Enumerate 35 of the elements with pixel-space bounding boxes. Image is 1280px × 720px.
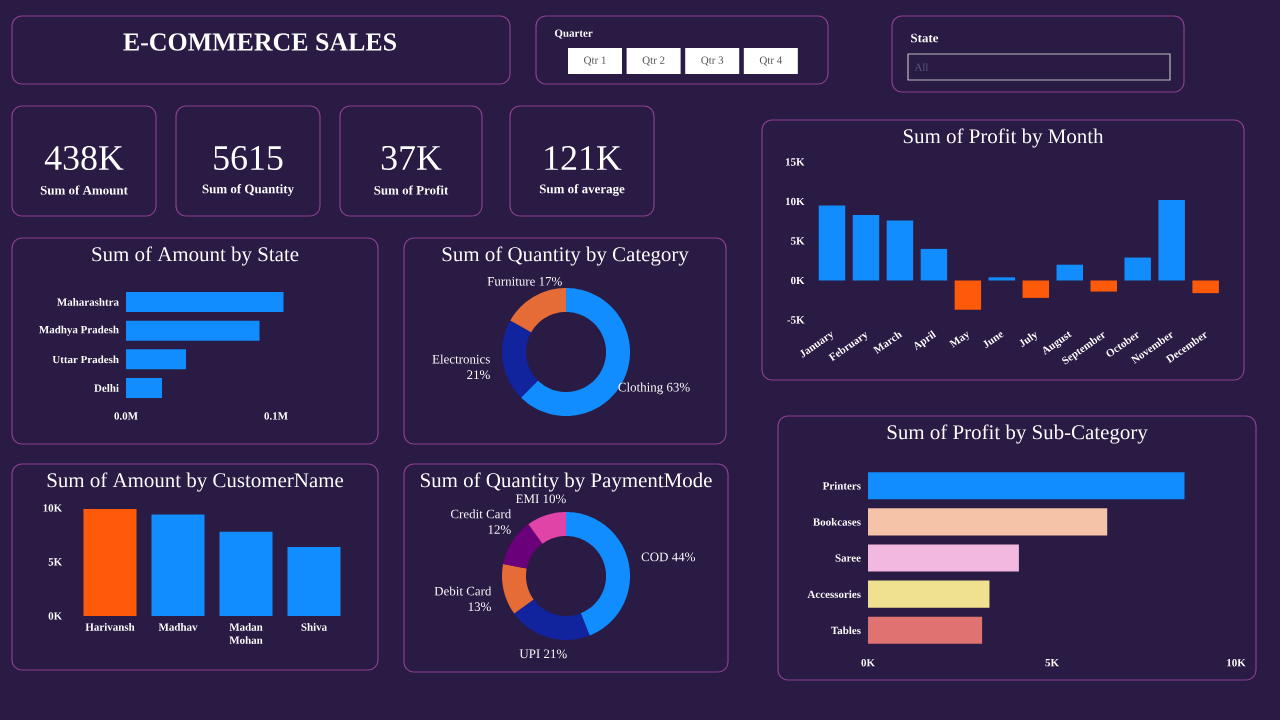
bar <box>126 377 163 399</box>
chart-title: Sum of Profit by Sub-Category <box>887 424 1148 444</box>
bar <box>83 509 137 616</box>
bar <box>1158 199 1185 281</box>
text: 438K <box>44 145 124 171</box>
chart-title: Sum of Amount by State <box>92 246 299 266</box>
chart-title: Sum of Quantity by PaymentMode <box>420 472 712 492</box>
bar <box>852 214 880 281</box>
bar <box>1124 257 1151 281</box>
chart-title: Sum of Amount by CustomerName <box>47 472 344 492</box>
bar <box>1192 280 1219 294</box>
bar <box>126 320 260 341</box>
chart-title: Sum of Quantity by Category <box>442 246 689 266</box>
bar <box>1056 264 1084 281</box>
text: E-COMMERCE SALES <box>123 33 396 51</box>
text: 121K <box>545 146 622 170</box>
bar <box>868 508 1108 536</box>
bar <box>954 280 982 310</box>
bar <box>868 544 1019 572</box>
bar <box>151 514 205 616</box>
bar <box>920 248 948 281</box>
text: 37K <box>381 145 442 171</box>
bar <box>868 580 990 608</box>
bar <box>1022 280 1050 298</box>
bar <box>1090 280 1117 292</box>
bar <box>868 616 983 644</box>
text: 5615 <box>214 145 283 171</box>
bar <box>886 220 914 281</box>
bar <box>126 291 284 313</box>
chart-title: Sum of Profit by Month <box>903 128 1104 148</box>
bar <box>126 349 187 370</box>
bar <box>219 531 273 616</box>
bar <box>818 205 846 281</box>
bar <box>868 472 1185 500</box>
bar <box>287 546 341 616</box>
